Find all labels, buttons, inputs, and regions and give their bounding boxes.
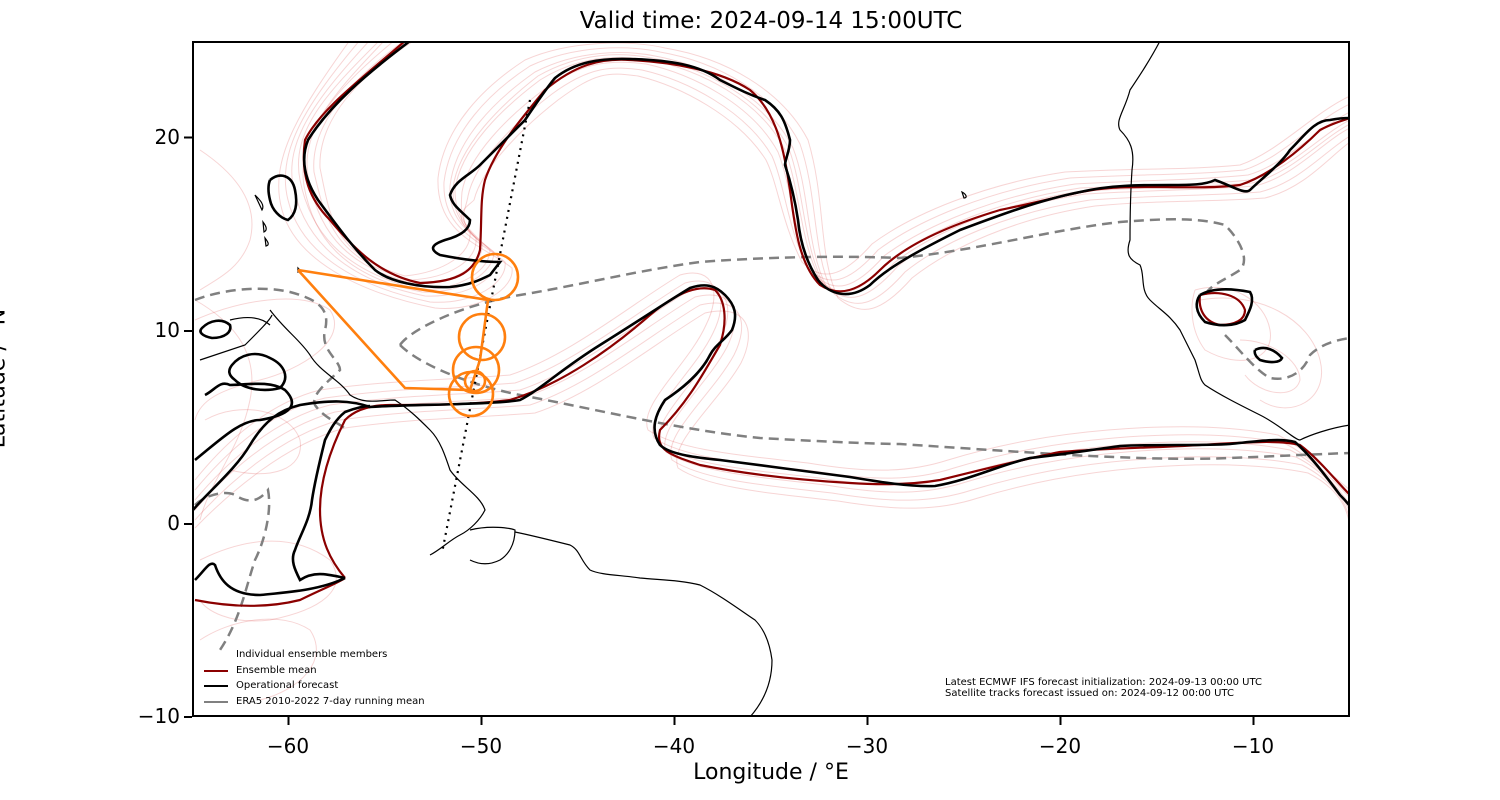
operational-forecast-contours xyxy=(192,41,1350,597)
xtick-minus40: −40 xyxy=(652,734,696,758)
legend-swatch-operational xyxy=(204,685,228,688)
legend-swatch-ensemble-mean xyxy=(204,669,228,672)
legend-swatch-era5 xyxy=(204,700,228,703)
xtick-minus30: −30 xyxy=(845,734,889,758)
legend: Individual ensemble members Ensemble mea… xyxy=(200,647,425,710)
plot-frame xyxy=(192,41,1350,717)
legend-swatch-ensemble-members xyxy=(204,654,228,656)
axis-ticks xyxy=(184,136,1255,725)
satellite-issue-text: Satellite tracks forecast issued on: 202… xyxy=(945,688,1234,699)
xtick-minus50: −50 xyxy=(459,734,503,758)
xtick-minus10: −10 xyxy=(1231,734,1275,758)
xtick-minus20: −20 xyxy=(1038,734,1082,758)
legend-label: Ensemble mean xyxy=(236,664,317,676)
era5-climatology-contours xyxy=(194,218,1350,651)
legend-item-ensemble-mean: Ensemble mean xyxy=(200,663,425,679)
coastlines xyxy=(199,41,1350,717)
chart-title: Valid time: 2024-09-14 15:00UTC xyxy=(579,8,963,34)
flight-track xyxy=(297,252,520,418)
legend-item-ensemble-members: Individual ensemble members xyxy=(200,647,425,663)
ytick-20: 20 xyxy=(154,125,180,149)
legend-label: ERA5 2010-2022 7-day running mean xyxy=(236,696,425,708)
legend-item-era5: ERA5 2010-2022 7-day running mean xyxy=(200,694,425,710)
ytick-0: 0 xyxy=(167,511,180,535)
legend-label: Operational forecast xyxy=(236,680,339,692)
forecast-init-text: Latest ECMWF IFS forecast initialization… xyxy=(945,677,1262,688)
x-axis-label: Longitude / °E xyxy=(693,760,849,785)
ytick-10: 10 xyxy=(154,318,180,342)
legend-label: Individual ensemble members xyxy=(236,649,388,660)
xtick-minus60: −60 xyxy=(266,734,310,758)
legend-item-operational: Operational forecast xyxy=(200,678,425,694)
ytick-minus10: −10 xyxy=(137,704,180,728)
forecast-info-annotation: Latest ECMWF IFS forecast initialization… xyxy=(945,677,1262,699)
